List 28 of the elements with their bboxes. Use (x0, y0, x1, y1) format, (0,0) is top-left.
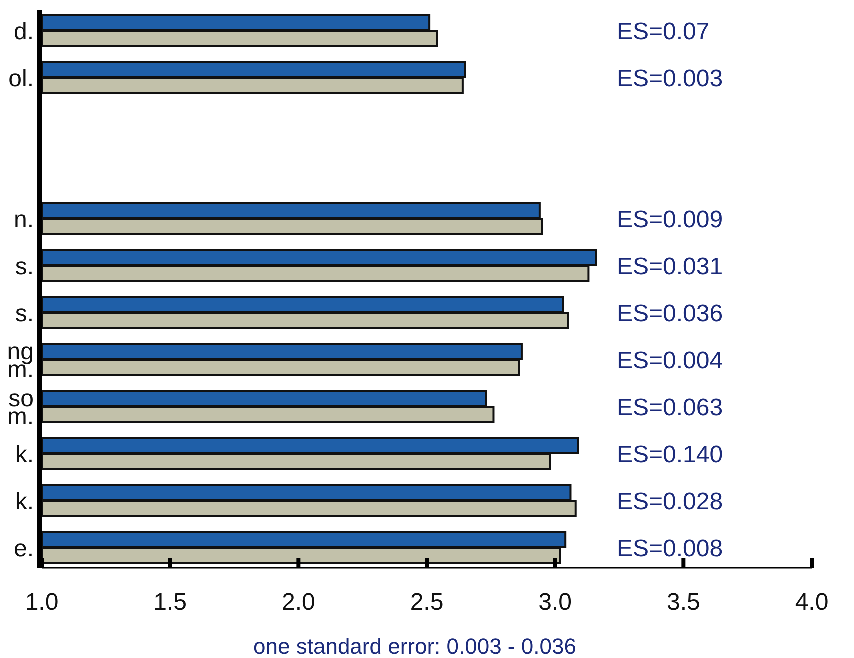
y-tick-label: so m. (7, 386, 34, 430)
annotation: ES=0.028 (617, 488, 724, 516)
y-tick-label: k. (15, 488, 34, 516)
x-tick-label: 2.0 (282, 589, 316, 616)
y-tick-label: d. (14, 18, 34, 46)
x-tick-label: 1.5 (154, 589, 188, 616)
annotation: ES=0.003 (617, 66, 724, 92)
annotation: ES=0.036 (617, 300, 724, 328)
x-axis-title: one standard error: 0.003 - 0.036 (254, 634, 576, 658)
x-tick-label: 3.0 (538, 589, 572, 616)
annotation: ES=0.140 (617, 442, 724, 468)
y-tick-label: s. (15, 300, 34, 328)
x-tick-label: 2.5 (410, 589, 444, 616)
annotation: ES=0.008 (617, 536, 724, 562)
annotation: ES=0.009 (617, 206, 724, 234)
y-tick-label: k. (15, 442, 34, 468)
y-tick-label: n. (14, 206, 34, 234)
y-tick-label: ol. (8, 66, 34, 92)
x-tick-label: 1.0 (25, 589, 59, 616)
y-tick-label: s. (15, 254, 34, 280)
y-tick-label: e. (14, 536, 34, 562)
x-tick-label: 4.0 (795, 589, 829, 616)
annotation: ES=0.07 (617, 18, 710, 46)
annotation: ES=0.063 (617, 394, 724, 422)
annotation: ES=0.031 (617, 254, 724, 280)
y-tick-label: ng m. (7, 338, 34, 384)
annotation: ES=0.004 (617, 348, 724, 374)
x-tick-label: 3.5 (666, 589, 700, 616)
